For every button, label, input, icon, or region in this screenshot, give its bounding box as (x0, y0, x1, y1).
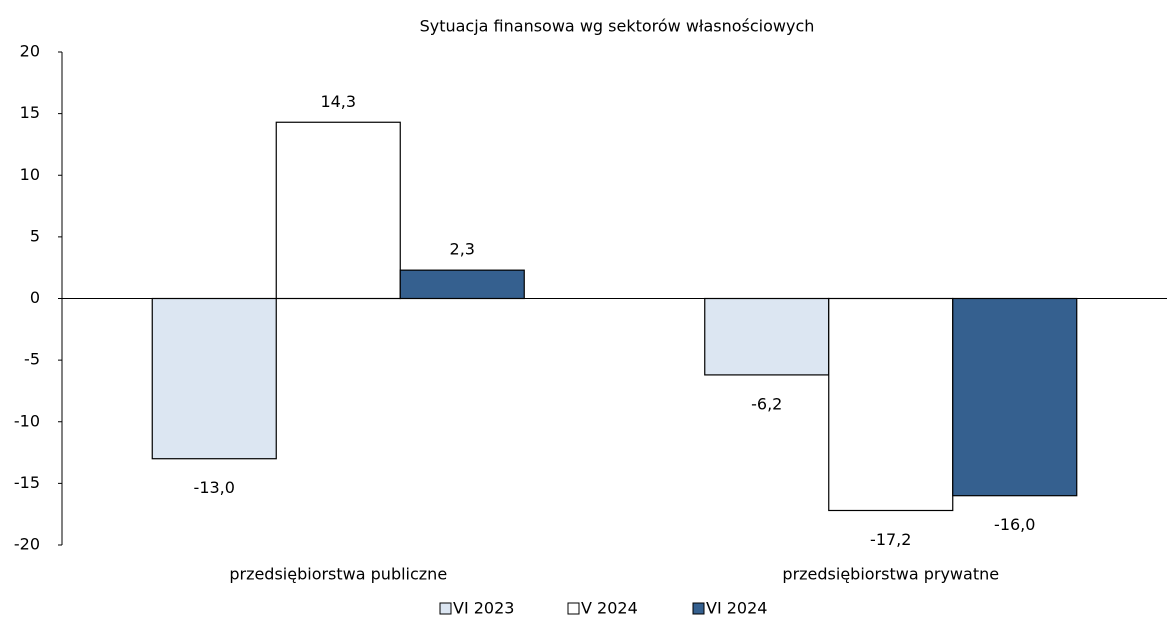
chart-title: Sytuacja finansowa wg sektorów własności… (420, 17, 815, 36)
legend-swatch (567, 602, 580, 615)
legend-swatch (439, 602, 452, 615)
y-tick-label: -15 (14, 473, 40, 492)
legend-swatch (692, 602, 705, 615)
value-label: -6,2 (751, 394, 782, 413)
y-tick-label: -10 (14, 411, 40, 430)
x-tick-label: przedsiębiorstwa prywatne (782, 565, 999, 584)
y-tick-label: 5 (30, 226, 40, 245)
y-tick-label: 10 (20, 165, 40, 184)
y-tick-label: 0 (30, 288, 40, 307)
value-label: 2,3 (450, 240, 475, 259)
bar (399, 269, 525, 300)
bar (828, 297, 954, 512)
legend-label: V 2024 (581, 599, 638, 618)
y-tick-label: 15 (20, 103, 40, 122)
legend-label: VI 2024 (706, 599, 767, 618)
bar (151, 297, 277, 460)
bar (275, 121, 401, 300)
bar (952, 297, 1078, 497)
value-label: -17,2 (870, 530, 911, 549)
y-tick-label: -20 (14, 535, 40, 554)
legend-label: VI 2023 (453, 599, 514, 618)
bar (704, 297, 830, 376)
value-label: -16,0 (994, 515, 1035, 534)
x-tick-label: przedsiębiorstwa publiczne (229, 565, 447, 584)
y-tick-label: 20 (20, 42, 40, 61)
value-label: 14,3 (320, 92, 356, 111)
y-tick-label: -5 (24, 350, 40, 369)
value-label: -13,0 (194, 478, 235, 497)
